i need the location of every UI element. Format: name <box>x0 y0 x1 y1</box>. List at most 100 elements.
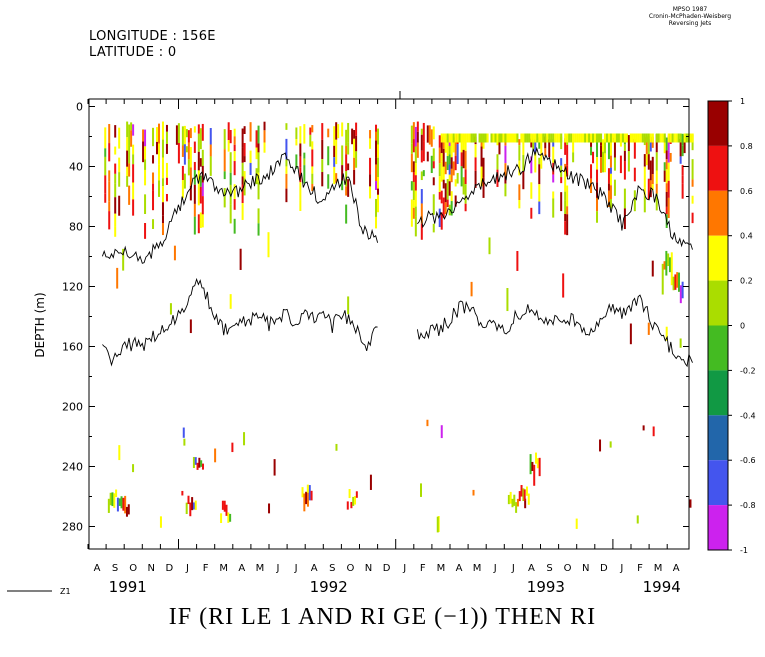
heatmap-cell <box>114 197 117 214</box>
heatmap-cell <box>192 502 195 510</box>
heatmap-cell <box>454 155 457 171</box>
x-month-label: F <box>203 563 209 574</box>
heatmap-cell <box>470 281 473 297</box>
heatmap-cell <box>196 462 199 470</box>
heatmap-cell <box>560 133 563 143</box>
heatmap-cell <box>369 130 372 139</box>
heatmap-cell <box>484 133 487 143</box>
heatmap-cell <box>263 130 266 143</box>
heatmap-cell <box>132 164 135 183</box>
heatmap-cell <box>496 154 499 170</box>
heatmap-cell <box>189 185 192 201</box>
heatmap-cell <box>667 150 670 163</box>
heatmap-cell <box>452 161 455 176</box>
heatmap-cell <box>128 163 131 177</box>
credit-line: Cronin-McPhaden-Weisberg <box>648 13 732 20</box>
heatmap-cell <box>590 146 593 156</box>
heatmap-cell <box>633 133 636 143</box>
x-month-label: A <box>311 563 318 574</box>
heatmap-cell <box>128 185 131 205</box>
heatmap-cell <box>161 222 164 236</box>
colorbar-tick-label: -0.2 <box>740 366 756 375</box>
colorbar-swatch <box>708 415 728 461</box>
heatmap-cell <box>229 513 232 522</box>
heatmap-cell <box>496 133 499 143</box>
heatmap-cell <box>679 139 682 157</box>
heatmap-cell <box>532 133 535 143</box>
heatmap-cell <box>452 133 455 143</box>
heatmap-cell <box>576 133 579 143</box>
heatmap-cell <box>560 158 563 166</box>
heatmap-cell <box>655 170 658 184</box>
heatmap-cell <box>193 126 196 133</box>
heatmap-cell <box>582 133 585 143</box>
heatmap-cell <box>438 147 441 164</box>
heatmap-cell <box>377 128 380 145</box>
heatmap-cell <box>635 133 638 143</box>
longitude-label: LONGITUDE : 156E <box>89 29 216 44</box>
heatmap-cell <box>182 427 185 438</box>
heatmap-cell <box>674 274 677 290</box>
heatmap-cell <box>667 197 670 219</box>
heatmap-cell <box>508 133 511 143</box>
heatmap-cell <box>257 152 260 173</box>
heatmap-cell <box>144 169 147 186</box>
heatmap-cell <box>520 133 523 143</box>
heatmap-cell <box>647 154 650 170</box>
heatmap-cell <box>566 206 569 215</box>
heatmap-cell <box>607 190 610 207</box>
heatmap-cell <box>375 216 378 229</box>
heatmap-cell <box>617 133 621 143</box>
x-month-label: N <box>582 563 589 574</box>
heatmap-cell <box>193 216 196 235</box>
heatmap-cell <box>108 181 111 202</box>
heatmap-cell <box>118 157 121 173</box>
heatmap-cell <box>500 133 503 143</box>
heatmap-cell <box>341 180 344 191</box>
heatmap-cell <box>496 169 499 187</box>
heatmap-cell <box>337 124 340 139</box>
heatmap-cell <box>295 127 298 140</box>
series-line-z1 <box>417 146 693 250</box>
heatmap-cell <box>633 167 636 182</box>
y-tick-label: 160 <box>62 341 83 354</box>
heatmap-cell <box>552 133 555 143</box>
heatmap-cell <box>667 180 670 198</box>
heatmap-cell <box>460 133 463 153</box>
heatmap-cell <box>355 151 358 159</box>
heatmap-cell <box>311 125 314 133</box>
heatmap-cell <box>255 130 258 148</box>
heatmap-cell <box>663 133 666 143</box>
heatmap-cell <box>538 133 541 143</box>
heatmap-cell <box>661 263 664 295</box>
heatmap-cell <box>691 179 694 187</box>
heatmap-cell <box>663 162 666 171</box>
x-month-label: N <box>365 563 372 574</box>
heatmap-cell <box>333 166 336 185</box>
y-tick-label: 80 <box>69 221 83 234</box>
heatmap-cell <box>181 490 184 496</box>
heatmap-cell <box>482 137 485 149</box>
heatmap-cell <box>201 149 204 166</box>
heatmap-cell <box>607 168 610 184</box>
heatmap-cell <box>607 183 610 191</box>
heatmap-cell <box>223 171 226 180</box>
heatmap-cell <box>350 501 353 509</box>
heatmap-cell <box>681 183 684 199</box>
colorbar-swatch <box>708 505 728 550</box>
heatmap-cell <box>285 138 288 160</box>
heatmap-cell <box>538 157 541 165</box>
heatmap-cell <box>369 174 372 187</box>
heatmap-cell <box>596 211 599 223</box>
heatmap-cell <box>438 208 441 228</box>
colorbar-swatch <box>708 460 728 506</box>
x-month-label: A <box>94 563 101 574</box>
heatmap-cell <box>169 303 172 315</box>
heatmap-cell <box>538 164 541 185</box>
heatmap-cell <box>560 177 563 184</box>
heatmap-cell <box>118 172 121 187</box>
x-year-label: 1994 <box>643 578 681 596</box>
heatmap-cell <box>564 200 567 214</box>
heatmap-cell <box>436 516 439 533</box>
